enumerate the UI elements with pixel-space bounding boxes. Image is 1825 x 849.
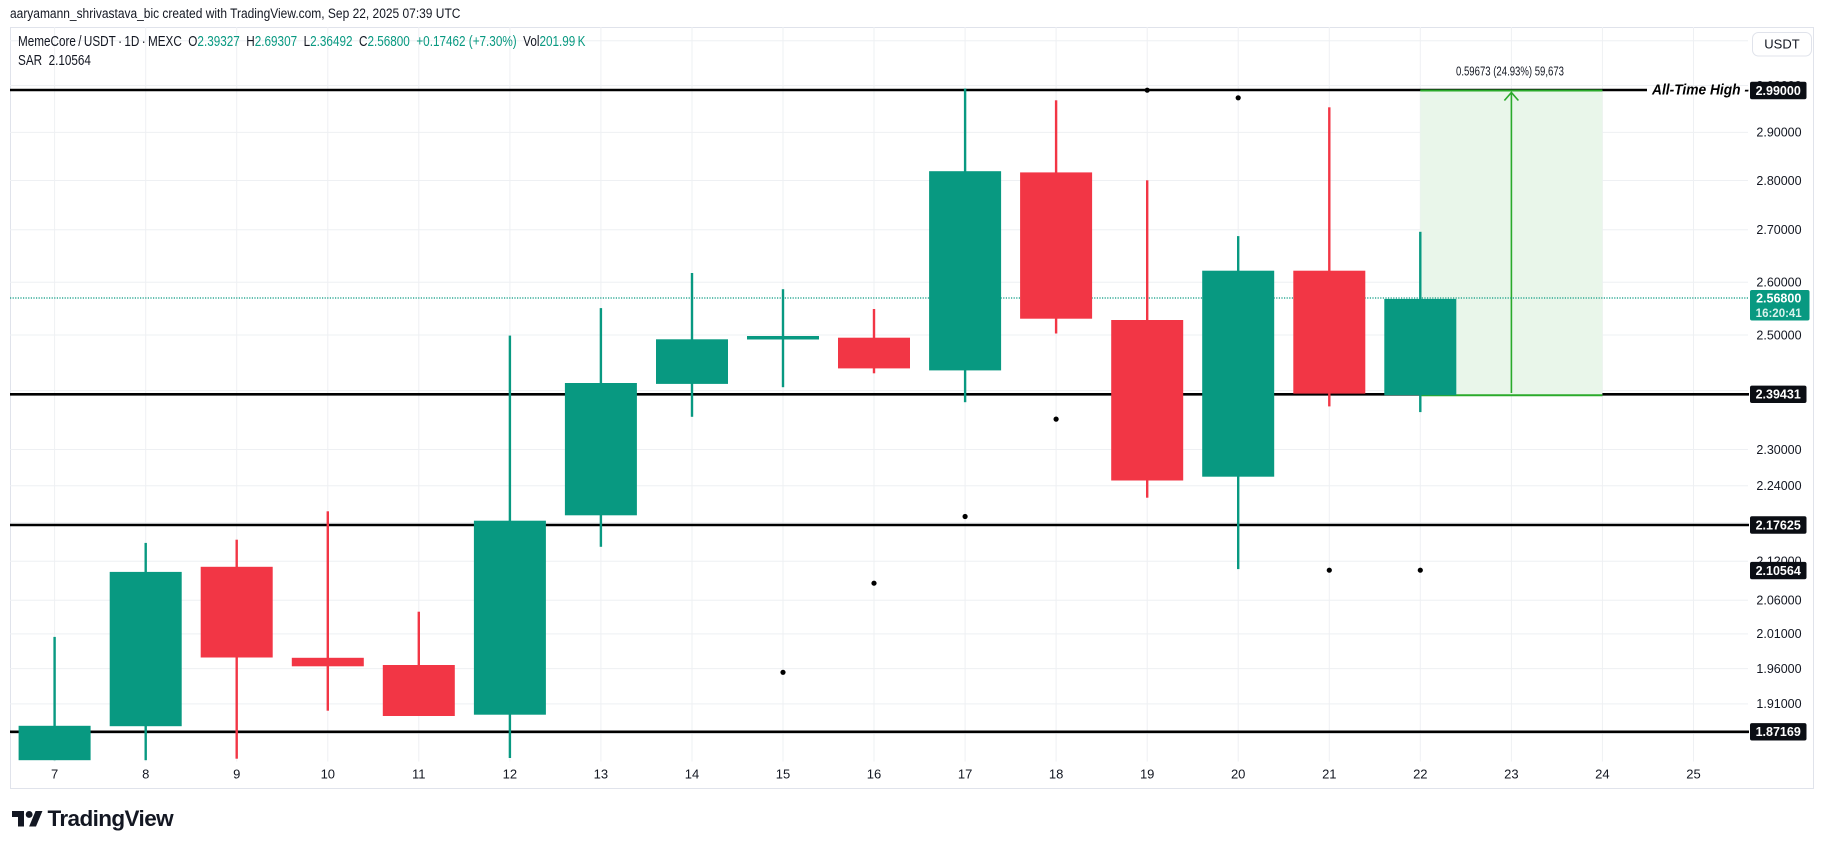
svg-text:22: 22	[1413, 767, 1427, 782]
svg-text:2.50000: 2.50000	[1756, 328, 1801, 342]
svg-text:12: 12	[503, 767, 517, 782]
svg-text:2.01000: 2.01000	[1756, 627, 1801, 641]
svg-text:2.70000: 2.70000	[1756, 223, 1801, 237]
svg-text:14: 14	[685, 767, 699, 782]
svg-text:TradingView: TradingView	[48, 806, 175, 831]
svg-text:9: 9	[233, 767, 240, 782]
svg-text:8: 8	[142, 767, 149, 782]
svg-text:0.59673 (24.93%) 59,673: 0.59673 (24.93%) 59,673	[1456, 65, 1564, 79]
svg-text:2.17625: 2.17625	[1756, 518, 1801, 532]
svg-text:11: 11	[412, 767, 426, 782]
svg-text:2.99000: 2.99000	[1756, 84, 1801, 98]
svg-text:1.91000: 1.91000	[1756, 697, 1801, 711]
svg-text:2.56800: 2.56800	[1756, 291, 1801, 305]
svg-text:2.90000: 2.90000	[1756, 126, 1801, 140]
svg-text:USDT: USDT	[1764, 37, 1799, 52]
svg-text:13: 13	[594, 767, 608, 782]
svg-text:10: 10	[321, 767, 335, 782]
svg-text:2.06000: 2.06000	[1756, 594, 1801, 608]
svg-text:2.24000: 2.24000	[1756, 479, 1801, 493]
svg-text:19: 19	[1140, 767, 1154, 782]
svg-text:25: 25	[1686, 767, 1700, 782]
svg-text:2.39431: 2.39431	[1756, 388, 1801, 402]
svg-text:1.96000: 1.96000	[1756, 662, 1801, 676]
svg-text:21: 21	[1322, 767, 1336, 782]
svg-text:2.10564: 2.10564	[1756, 564, 1801, 578]
svg-text:2.30000: 2.30000	[1756, 443, 1801, 457]
svg-text:1.87169: 1.87169	[1756, 725, 1801, 739]
svg-text:All-Time High -: All-Time High -	[1651, 83, 1749, 99]
svg-text:15: 15	[776, 767, 790, 782]
svg-text:23: 23	[1504, 767, 1518, 782]
svg-text:24: 24	[1595, 767, 1609, 782]
svg-text:16: 16	[867, 767, 881, 782]
svg-text:2.80000: 2.80000	[1756, 174, 1801, 188]
svg-text:18: 18	[1049, 767, 1063, 782]
svg-text:17: 17	[958, 767, 972, 782]
svg-text:20: 20	[1231, 767, 1245, 782]
svg-text:7: 7	[51, 767, 58, 782]
svg-text:2.60000: 2.60000	[1756, 276, 1801, 290]
svg-text:16:20:41: 16:20:41	[1756, 308, 1803, 320]
